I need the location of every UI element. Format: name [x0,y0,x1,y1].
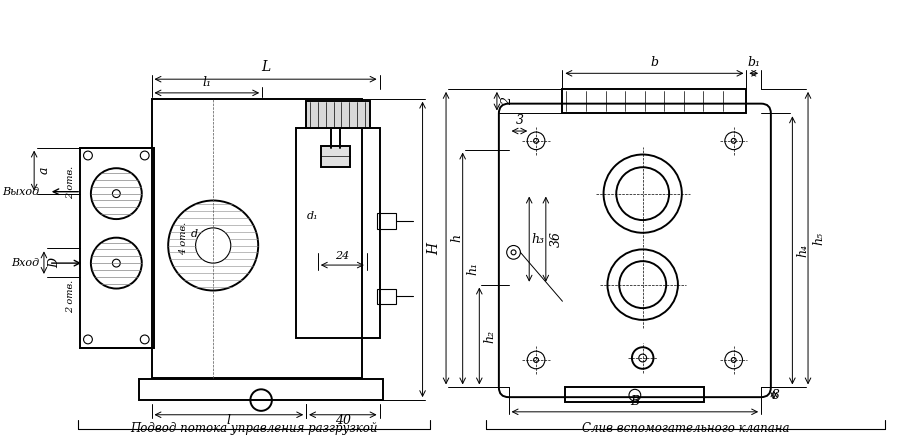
Bar [306,101,370,128]
Text: a: a [38,167,51,174]
Text: h₅: h₅ [812,231,825,245]
Text: Выход: Выход [2,187,39,197]
Text: Подвод потока управления разгрузкой: Подвод потока управления разгрузкой [130,422,378,435]
Text: 24: 24 [335,251,349,261]
Text: B: B [630,395,639,408]
Text: d₁: d₁ [307,211,319,221]
Text: l₁: l₁ [202,76,211,89]
Text: 3: 3 [516,114,524,127]
Text: d: d [191,229,198,239]
Bar [565,388,705,402]
Bar [139,379,383,400]
Text: 4 отв.: 4 отв. [179,222,188,255]
Bar [376,213,396,229]
Bar [296,128,380,339]
Text: D: D [48,258,61,268]
Text: 2 отв.: 2 отв. [66,165,75,198]
Text: b: b [651,56,659,70]
Text: L: L [261,60,270,74]
Text: 36: 36 [550,231,562,247]
Bar [376,289,396,304]
Text: H: H [428,244,442,256]
Bar [562,89,746,113]
Text: h: h [450,234,463,242]
Text: 2: 2 [500,97,514,105]
Text: l: l [227,414,230,427]
Bar [151,99,362,378]
Text: 2 отв.: 2 отв. [66,280,75,313]
Bar [320,146,350,167]
Text: h₁: h₁ [466,262,480,275]
Text: 3: 3 [771,389,779,402]
Text: b₁: b₁ [747,56,760,70]
Text: Вход: Вход [11,258,39,268]
Text: h₃: h₃ [532,233,544,246]
Bar [80,148,154,348]
Text: h₂: h₂ [483,330,496,343]
Text: Слив вспомогательного клапана: Слив вспомогательного клапана [582,422,789,435]
Text: 40: 40 [335,414,351,427]
Text: h₄: h₄ [796,244,809,257]
